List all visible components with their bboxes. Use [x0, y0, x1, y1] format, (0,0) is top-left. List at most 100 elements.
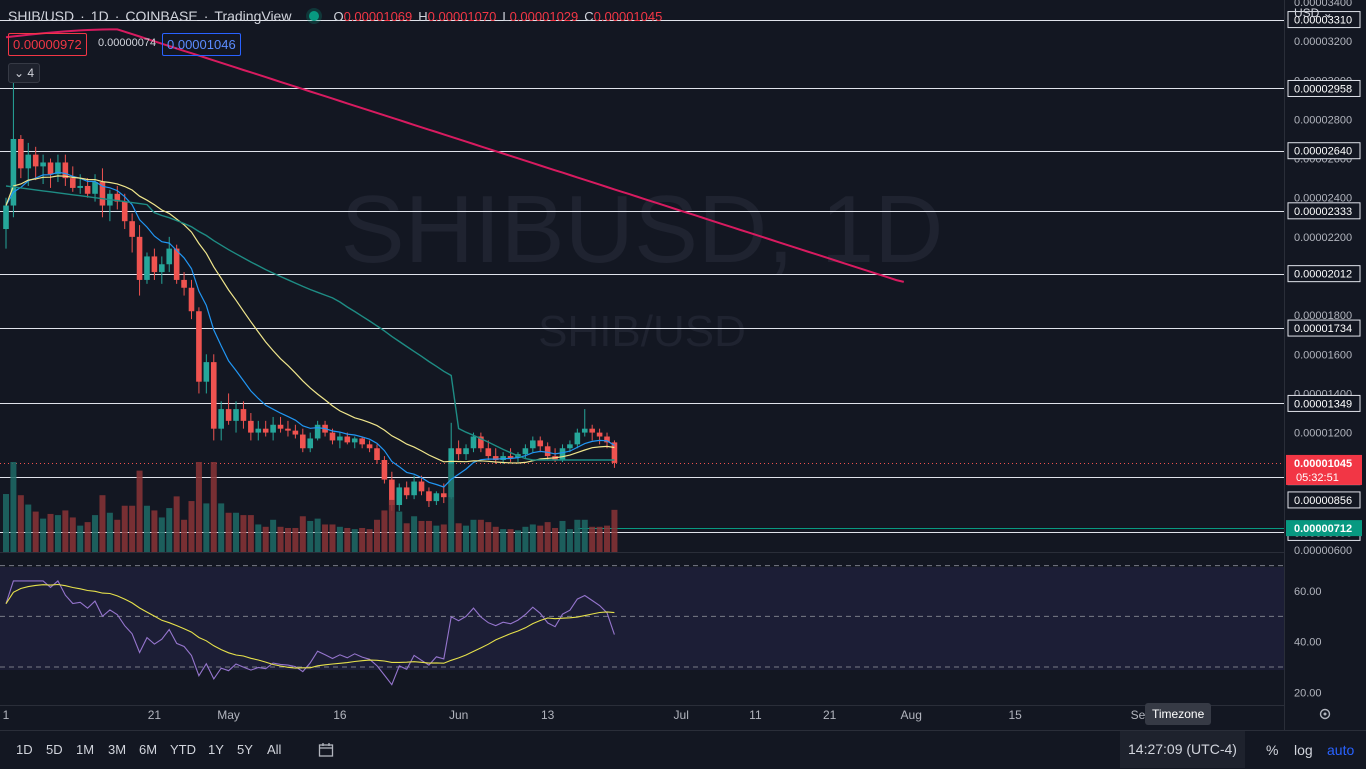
candle: [411, 475, 417, 500]
volume-bar: [195, 462, 202, 552]
candle-body: [69, 178, 76, 188]
indicators-count: 4: [27, 66, 35, 80]
candle: [337, 432, 343, 449]
candle-body: [114, 193, 121, 202]
candle-body: [359, 438, 365, 445]
indicators-toggle[interactable]: ⌄ 4: [8, 63, 41, 83]
timeframe-1m-button[interactable]: 1M: [76, 742, 95, 757]
volume-bar: [500, 529, 507, 552]
candle-body: [611, 442, 618, 463]
candle-body: [329, 432, 336, 441]
time-axis-label: 21: [148, 708, 162, 722]
volume-bar: [40, 518, 47, 552]
candle-body: [492, 456, 499, 460]
volume-bar: [284, 527, 291, 552]
candle: [351, 436, 358, 449]
level-tag-label: 0.00002640: [1294, 146, 1352, 158]
time-axis-label: Jul: [674, 708, 689, 722]
candle: [537, 436, 544, 453]
price-tick-label: 0.00002200: [1294, 232, 1352, 244]
volume-bar: [463, 525, 470, 552]
candle: [196, 307, 202, 394]
candle-body: [3, 205, 9, 230]
timeframe-all-button[interactable]: All: [267, 742, 282, 757]
candle-body: [396, 487, 403, 506]
candle: [426, 487, 432, 507]
timeframe-5y-button[interactable]: 5Y: [237, 742, 253, 757]
candle-body: [255, 428, 262, 433]
candle-body: [411, 481, 417, 496]
volume-bar: [522, 526, 529, 552]
candle: [25, 142, 32, 186]
market-status-icon[interactable]: [309, 11, 320, 21]
volume-bar: [559, 520, 566, 552]
candle-body: [351, 438, 358, 443]
candle: [69, 166, 76, 192]
volume-bar: [581, 519, 588, 552]
candle-body: [567, 444, 573, 449]
volume-bar: [240, 515, 247, 552]
volume-bar: [210, 462, 217, 552]
candle: [492, 448, 499, 464]
volume-bar: [136, 470, 143, 552]
candle: [262, 420, 269, 437]
interval-label[interactable]: 1D: [90, 8, 109, 24]
candle-body: [403, 487, 410, 496]
volume-bar: [596, 526, 603, 552]
percent-scale-toggle[interactable]: %: [1266, 742, 1279, 758]
level-price-tag: 0.00002012: [1287, 265, 1361, 283]
candle: [159, 256, 165, 284]
timeframe-1y-button[interactable]: 1Y: [208, 742, 224, 757]
candle: [433, 491, 440, 506]
volume-bar: [366, 529, 373, 552]
date-range-icon[interactable]: [318, 742, 334, 758]
candle: [121, 193, 128, 230]
log-scale-toggle[interactable]: log: [1294, 742, 1313, 758]
level-tag-label: 0.00002012: [1294, 269, 1352, 281]
price-pane: [0, 0, 1284, 552]
candle-body: [84, 185, 91, 194]
candle: [285, 420, 291, 437]
time-axis-label: 11: [749, 708, 762, 722]
level-tag-box: [1287, 202, 1361, 220]
settings-gear-icon[interactable]: [1318, 707, 1332, 721]
time-axis-label: 21: [823, 708, 837, 722]
symbol-header[interactable]: SHIB/USD · 1D · COINBASE · TradingView O…: [8, 8, 663, 24]
candle-body: [381, 460, 388, 480]
auto-scale-toggle[interactable]: auto: [1327, 742, 1355, 758]
buy-price-button[interactable]: 0.00001046: [162, 33, 241, 56]
level-price-tag: 0.00002958: [1287, 79, 1361, 97]
candle: [248, 413, 254, 441]
extra-tag-box: [1286, 520, 1362, 537]
level-price-tag: 0.00002640: [1287, 142, 1361, 160]
level-price-tag: 0.00001349: [1287, 394, 1361, 412]
candle: [240, 401, 247, 429]
candle: [300, 428, 306, 453]
volume-bar: [314, 518, 321, 552]
timeframe-1d-button[interactable]: 1D: [16, 742, 33, 757]
timeframe-ytd-button[interactable]: YTD: [170, 742, 196, 757]
candle: [32, 146, 39, 181]
bottom-toolbar: 1D 5D 1M 3M 6M YTD 1Y 5Y All 14:27:09 (UTC-4) % …: [0, 730, 1366, 769]
volume-bar: [418, 520, 425, 552]
sell-price-button[interactable]: 0.00000972: [8, 33, 87, 56]
currency-selector[interactable]: USD ⌄: [1294, 6, 1333, 20]
candle-body: [537, 440, 544, 447]
candle: [366, 440, 373, 453]
timeframe-6m-button[interactable]: 6M: [139, 742, 158, 757]
ohlc-high: H0.00001070: [418, 8, 497, 24]
timeframe-5d-button[interactable]: 5D: [46, 742, 63, 757]
candle: [485, 440, 492, 460]
timezone-button[interactable]: 14:27:09 (UTC-4): [1120, 731, 1245, 768]
candle: [589, 424, 595, 441]
timeframe-3m-button[interactable]: 3M: [108, 742, 127, 757]
time-axis-label: 13: [541, 708, 555, 722]
symbol-name[interactable]: SHIB/USD: [8, 8, 75, 24]
rsi-line: [5, 580, 615, 686]
candle-body: [433, 493, 440, 502]
volume-bar: [121, 505, 128, 552]
time-axis-label: Jun: [449, 708, 468, 722]
extra-tag-box: [1286, 454, 1362, 485]
level-tag-label: 0.00002958: [1294, 83, 1352, 95]
